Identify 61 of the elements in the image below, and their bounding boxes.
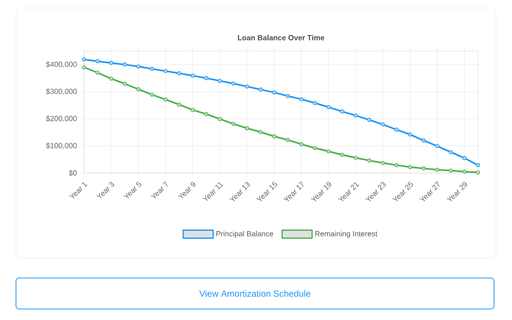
point bbox=[258, 130, 263, 134]
point bbox=[312, 101, 317, 106]
point bbox=[340, 109, 344, 114]
point bbox=[354, 156, 358, 160]
point bbox=[136, 64, 140, 68]
point bbox=[435, 168, 440, 172]
point bbox=[109, 76, 114, 81]
text: View Amortization Schedule bbox=[199, 290, 310, 297]
point bbox=[204, 76, 208, 80]
point bbox=[190, 108, 195, 112]
point bbox=[476, 163, 480, 168]
point bbox=[231, 122, 236, 126]
point bbox=[326, 105, 331, 110]
point bbox=[312, 146, 317, 150]
point bbox=[177, 102, 182, 107]
point bbox=[299, 97, 304, 102]
point bbox=[218, 117, 222, 122]
point bbox=[462, 156, 466, 160]
point bbox=[82, 65, 86, 70]
point bbox=[435, 144, 440, 148]
point bbox=[367, 158, 372, 163]
point bbox=[245, 126, 250, 130]
point bbox=[476, 170, 480, 174]
point bbox=[96, 70, 100, 75]
point bbox=[286, 138, 290, 142]
point bbox=[448, 168, 453, 173]
point bbox=[122, 82, 127, 86]
point bbox=[177, 71, 182, 76]
point bbox=[448, 150, 453, 154]
point bbox=[394, 128, 398, 132]
point bbox=[272, 134, 276, 138]
point bbox=[122, 62, 127, 67]
point bbox=[164, 98, 168, 102]
point bbox=[150, 66, 154, 71]
point bbox=[245, 84, 250, 89]
point bbox=[218, 78, 222, 83]
point bbox=[380, 160, 385, 165]
point bbox=[258, 88, 263, 92]
point bbox=[136, 87, 140, 92]
point bbox=[82, 57, 86, 62]
point bbox=[408, 132, 412, 136]
point bbox=[408, 165, 412, 170]
point bbox=[326, 149, 331, 154]
point bbox=[164, 69, 168, 74]
point bbox=[231, 82, 236, 86]
point bbox=[380, 122, 385, 126]
point bbox=[150, 92, 154, 97]
point bbox=[286, 94, 290, 98]
point bbox=[190, 74, 195, 78]
point bbox=[109, 60, 114, 65]
point bbox=[299, 142, 304, 146]
point bbox=[422, 138, 426, 142]
point bbox=[96, 59, 100, 64]
point bbox=[272, 90, 276, 94]
point bbox=[367, 118, 372, 122]
point bbox=[204, 112, 208, 116]
point bbox=[462, 170, 466, 174]
point bbox=[354, 114, 358, 118]
point bbox=[422, 166, 426, 170]
point bbox=[394, 163, 398, 168]
point bbox=[340, 152, 344, 157]
